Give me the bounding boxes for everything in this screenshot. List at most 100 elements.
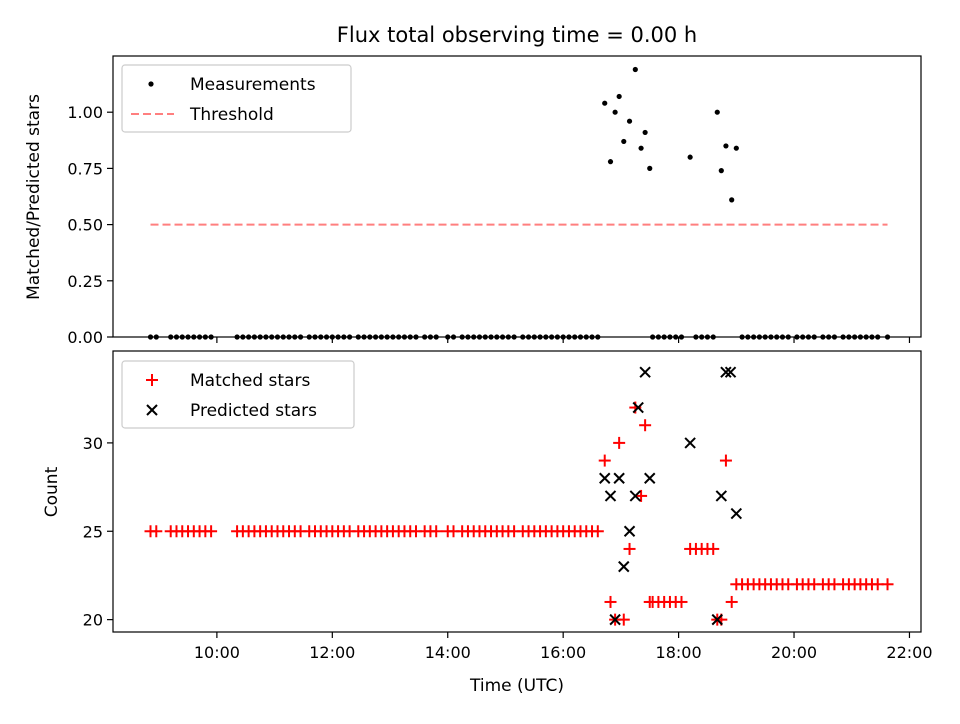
- top-y-tick-label: 1.00: [67, 103, 103, 122]
- matched-star-point: [205, 525, 218, 538]
- predicted-star-stroke-b: [623, 525, 636, 537]
- predicted-star-point: [609, 613, 621, 626]
- predicted-star-point: [623, 525, 636, 537]
- measurement-point: [723, 143, 729, 149]
- x-tick-label: 18:00: [656, 643, 702, 662]
- predicted-star-stroke-b: [724, 366, 737, 378]
- matched-star-point: [604, 595, 617, 608]
- measurement-point: [612, 109, 618, 115]
- matched-star-point: [591, 525, 604, 538]
- bottom-y-tick-label: 20: [83, 611, 103, 630]
- matched-star-point: [881, 578, 894, 591]
- x-tick-label: 20:00: [771, 643, 817, 662]
- top-y-axis-label: Matched/Predicted stars: [24, 94, 44, 300]
- matched-star-point: [675, 595, 688, 608]
- bottom-y-tick-label: 30: [83, 434, 103, 453]
- predicted-star-point: [684, 437, 696, 449]
- predicted-star-stroke-b: [684, 437, 696, 449]
- predicted-star-stroke-b: [599, 472, 611, 484]
- bottom-axes-frame: [112, 350, 922, 633]
- measurement-point: [729, 197, 735, 203]
- measurement-point: [616, 93, 622, 100]
- top-y-tick-label: 0.25: [67, 272, 103, 291]
- top-y-tick-label: 0.00: [67, 328, 103, 347]
- predicted-star-point: [639, 366, 651, 378]
- x-tick-label: 12:00: [309, 643, 355, 662]
- predicted-star-point: [730, 507, 743, 520]
- matched-star-point: [150, 525, 163, 538]
- matched-star-point: [639, 419, 652, 432]
- matched-star-point: [635, 489, 648, 502]
- top-y-ticks: 0.00 0.25 0.50 0.75 1.00: [67, 103, 911, 347]
- predicted-star-point: [629, 490, 642, 502]
- predicted-star-point: [715, 490, 728, 502]
- legend-threshold-label: Threshold: [189, 105, 274, 125]
- measurement-point: [632, 66, 638, 73]
- bottom-legend: Matched stars Predicted stars: [121, 360, 355, 429]
- predicted-star-point: [613, 472, 625, 484]
- legend-matched-label: Matched stars: [190, 371, 310, 391]
- matched-star-point: [719, 454, 732, 467]
- predicted-star-stroke-b: [618, 560, 630, 573]
- bottom-legend-box: [121, 360, 355, 429]
- predicted-star-point: [599, 472, 611, 484]
- predicted-star-stroke-b: [715, 490, 728, 502]
- matched-star-point: [598, 454, 611, 467]
- predicted-star-stroke-b: [632, 401, 644, 414]
- measurement-point: [714, 109, 720, 115]
- top-chart-title: Flux total observing time = 0.00 h: [337, 23, 697, 47]
- top-legend: Measurements Threshold: [121, 64, 352, 133]
- predicted-star-point: [724, 366, 737, 378]
- bottom-x-axis-label: Time (UTC): [469, 676, 564, 696]
- predicted-star-stroke-b: [609, 613, 621, 626]
- predicted-star-stroke-b: [644, 472, 656, 484]
- matched-star-point: [707, 542, 720, 555]
- predicted-star-point: [632, 401, 644, 414]
- measurement-point: [687, 154, 693, 160]
- measurement-point: [647, 165, 653, 171]
- top-y-tick-label: 0.50: [67, 216, 103, 235]
- predicted-star-stroke-b: [629, 490, 642, 502]
- measurement-point: [607, 159, 614, 165]
- predicted-star-point: [644, 472, 656, 484]
- measurement-point: [626, 118, 633, 124]
- matched-star-point: [623, 542, 636, 555]
- measurement-point: [733, 145, 739, 151]
- predicted-star-stroke-b: [613, 472, 625, 484]
- bottom-plot-area: [144, 366, 894, 626]
- x-tick-label: 16:00: [540, 643, 586, 662]
- predicted-star-point: [618, 560, 630, 573]
- legend-measurements-label: Measurements: [190, 75, 316, 95]
- matched-star-point: [617, 613, 630, 626]
- legend-matched-marker: [146, 374, 158, 386]
- x-tick-label: 10:00: [194, 643, 240, 662]
- legend-predicted-marker: [146, 404, 158, 416]
- measurement-point: [638, 145, 644, 151]
- predicted-star-point: [711, 613, 723, 626]
- measurement-point: [621, 138, 627, 145]
- x-tick-label: 14:00: [425, 643, 471, 662]
- legend-predicted-label: Predicted stars: [190, 401, 317, 421]
- measurement-point: [602, 100, 608, 106]
- bottom-y-axis-label: Count: [42, 466, 62, 517]
- predicted-star-point: [604, 490, 617, 502]
- x-tick-label: 22:00: [886, 643, 932, 662]
- predicted-star-stroke-b: [720, 366, 732, 378]
- predicted-star-stroke-b: [639, 366, 651, 378]
- bottom-axis-ticks: 20 25 30 10:00 12:00 14:00 16:00 18:00 20:00 22:0…: [83, 434, 933, 662]
- predicted-star-stroke-b: [730, 507, 743, 520]
- predicted-star-stroke-b: [604, 490, 617, 502]
- bottom-y-tick-label: 25: [83, 522, 103, 541]
- top-axes-frame: [112, 55, 922, 338]
- measurement-point: [718, 168, 724, 174]
- measurement-point: [642, 129, 648, 136]
- predicted-star-stroke-b: [711, 613, 723, 626]
- top-legend-box: [121, 64, 352, 133]
- matched-star-point: [613, 436, 626, 449]
- matched-star-point: [725, 595, 738, 608]
- predicted-star-point: [720, 366, 732, 378]
- matched-star-point: [430, 525, 443, 538]
- top-y-tick-label: 0.75: [67, 159, 103, 178]
- legend-measurements-marker: [148, 81, 154, 87]
